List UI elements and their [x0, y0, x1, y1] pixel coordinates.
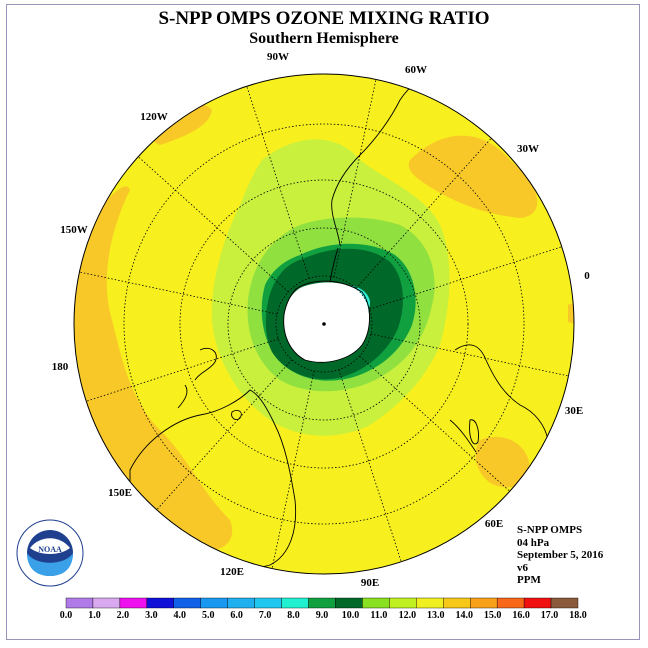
- info-date: September 5, 2016: [517, 549, 604, 561]
- meridian-line: [137, 156, 289, 293]
- colorbar-swatch: [146, 597, 174, 609]
- colorbar: 0.0 1.0 2.0 3.0 4.0 5.0 6.0 7.0 8.0 9.0 10.0 11.0 12…: [60, 597, 587, 621]
- colorbar-swatch: [335, 597, 363, 609]
- meridian-line: [333, 79, 377, 278]
- lon-label-60w: 60W: [405, 64, 427, 76]
- lon-label-60e: 60E: [485, 518, 503, 530]
- noaa-logo: NOAA: [16, 519, 84, 587]
- colorbar-tick-label: 13.0: [427, 610, 445, 621]
- meridian-line: [355, 137, 492, 289]
- map-title: S-NPP OMPS OZONE MIXING RATIO: [158, 8, 490, 29]
- lon-label-120w: 120W: [140, 111, 168, 123]
- colorbar-swatch: [470, 597, 498, 609]
- colorbar-tick-label: 15.0: [484, 610, 502, 621]
- map-boundary: [73, 73, 575, 575]
- colorbar-swatch: [173, 597, 201, 609]
- meridian-line: [369, 246, 562, 310]
- colorbar-swatch: [119, 597, 148, 609]
- colorbar-swatch: [308, 597, 336, 609]
- colorbar-swatch: [200, 597, 228, 609]
- lon-label-0: 0: [584, 270, 590, 282]
- colorbar-tick-label: 18.0: [569, 610, 587, 621]
- colorbar-tick-label: 10.0: [342, 610, 360, 621]
- colorbar-swatch: [416, 597, 444, 609]
- lon-label-90w: 90W: [267, 51, 289, 63]
- colorbar-swatch: [65, 597, 94, 609]
- meridian-line: [370, 333, 569, 377]
- meridian-line: [338, 369, 402, 562]
- colorbar-tick-label: 12.0: [399, 610, 417, 621]
- colorbar-tick-label: 4.0: [174, 610, 187, 621]
- colorbar-tick-label: 9.0: [316, 610, 329, 621]
- lon-label-90e: 90E: [361, 577, 379, 589]
- meridian-line: [246, 86, 310, 279]
- info-level: 04 hPa: [517, 536, 550, 549]
- meridian-line: [86, 338, 279, 402]
- figure-frame: [6, 4, 640, 640]
- colorbar-tick-label: 2.0: [117, 610, 130, 621]
- colorbar-swatch: [254, 597, 282, 609]
- info-instrument: S-NPP OMPS: [517, 524, 583, 536]
- colorbar-tick-label: 1.0: [88, 610, 101, 621]
- meridian-line: [156, 359, 293, 511]
- lon-label-30e: 30E: [565, 405, 583, 417]
- colorbar-swatch: [281, 597, 309, 609]
- lon-label-150w: 150W: [60, 224, 88, 236]
- colorbar-swatch: [550, 597, 579, 609]
- colorbar-tick-label: 16.0: [512, 610, 530, 621]
- polar-night-region: [283, 282, 370, 363]
- colorbar-tick-label: 17.0: [541, 610, 559, 621]
- colorbar-swatch: [523, 597, 552, 609]
- orange-region-east: [475, 436, 530, 488]
- info-version: v6: [517, 561, 528, 574]
- lon-label-120e: 120E: [220, 566, 244, 578]
- lon-label-180: 180: [52, 361, 69, 373]
- orange-region-northwest: [150, 104, 212, 145]
- colorbar-swatch: [92, 597, 121, 609]
- colorbar-swatch: [443, 597, 471, 609]
- colorbar-tick-label: 8.0: [287, 610, 300, 621]
- lon-label-30w: 30W: [517, 143, 539, 155]
- colorbar-swatch: [227, 597, 255, 609]
- info-units: PPM: [517, 574, 541, 586]
- info-block: S-NPP OMPS 04 hPa September 5, 2016 v6 P…: [517, 524, 603, 587]
- colorbar-swatch: [496, 597, 525, 609]
- colorbar-tick-label: 3.0: [145, 610, 158, 621]
- noaa-logo-text: NOAA: [38, 545, 62, 554]
- orange-region-right-edge: [568, 303, 574, 325]
- colorbar-tick-label: 6.0: [230, 610, 243, 621]
- colorbar-tick-label: 0.0: [60, 610, 73, 621]
- south-pole-marker: [322, 322, 326, 326]
- meridian-line: [271, 370, 315, 569]
- orange-region-northeast: [408, 135, 538, 218]
- graticule: [123, 123, 525, 525]
- colorbar-tick-label: 14.0: [455, 610, 473, 621]
- meridian-line: [79, 271, 278, 315]
- colorbar-swatch: [362, 597, 390, 609]
- map-subtitle: Southern Hemisphere: [249, 30, 399, 47]
- meridians: [79, 79, 569, 569]
- colorbar-tick-label: 5.0: [202, 610, 215, 621]
- colorbar-tick-label: 11.0: [370, 610, 387, 621]
- colorbar-swatch: [389, 597, 417, 609]
- colorbar-tick-label: 7.0: [259, 610, 272, 621]
- lon-label-150e: 150E: [108, 487, 132, 499]
- meridian-line: [359, 355, 511, 492]
